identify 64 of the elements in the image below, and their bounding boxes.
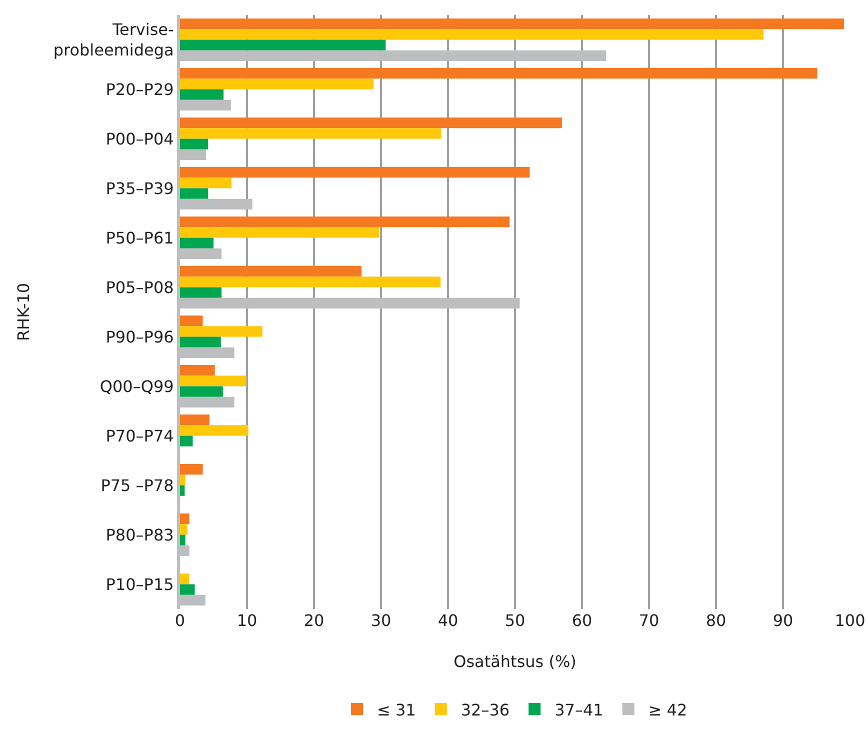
bar — [180, 524, 188, 535]
bar — [180, 534, 186, 546]
bar — [180, 276, 441, 288]
y-tick-label: P80–P83 — [106, 525, 174, 544]
bar — [180, 117, 562, 128]
x-tick-label: 30 — [370, 611, 392, 630]
y-tick-label: P90–P96 — [106, 327, 174, 346]
x-tick-label: 20 — [304, 611, 324, 630]
x-tick-label: 0 — [174, 611, 186, 630]
x-tick-label: 40 — [438, 611, 458, 630]
y-tick-label: Q00–Q99 — [100, 376, 174, 396]
y-tick-label: P70–P74 — [106, 426, 174, 446]
bar — [180, 266, 362, 277]
y-tick-label: P50–P61 — [106, 228, 174, 248]
bar — [180, 40, 386, 50]
bar — [180, 178, 232, 188]
bar — [180, 89, 224, 100]
x-tick-label: 60 — [572, 611, 592, 630]
bar — [180, 315, 203, 326]
bar — [180, 464, 203, 475]
legend-label: ≤ 31 — [377, 700, 416, 720]
y-tick-label: Tervise- probleemidega — [53, 20, 174, 60]
y-tick-label: P20–P29 — [106, 80, 174, 99]
bar — [180, 188, 208, 199]
y-tick-label: P35–P39 — [106, 178, 174, 198]
bar — [180, 376, 246, 386]
bar — [180, 574, 190, 584]
y-tick-label: P00–P04 — [106, 129, 174, 148]
bar — [180, 336, 221, 348]
x-tick-label: 80 — [706, 611, 726, 630]
bar — [180, 436, 193, 446]
legend-label: 37–41 — [554, 700, 604, 720]
bar — [180, 238, 214, 248]
bar — [180, 425, 248, 436]
bar — [180, 474, 186, 486]
bar — [180, 216, 510, 228]
bar — [180, 513, 190, 524]
x-tick-label: 90 — [772, 611, 794, 630]
legend-label: 32–36 — [460, 700, 510, 720]
x-tick-label: 70 — [638, 611, 660, 630]
bar — [180, 227, 379, 238]
y-tick-label: P05–P08 — [106, 278, 174, 297]
bar — [180, 287, 222, 298]
bar — [180, 78, 374, 90]
bar — [180, 128, 442, 139]
y-tick-label: P10–P15 — [106, 574, 174, 594]
bar — [180, 18, 844, 30]
bar — [180, 166, 530, 178]
bar — [180, 138, 208, 150]
bar — [180, 414, 210, 426]
bar — [180, 364, 215, 376]
bar — [180, 386, 223, 397]
y-tick-label: P75 –P78 — [100, 476, 174, 495]
bar — [180, 584, 195, 595]
bar — [180, 29, 764, 40]
bar — [180, 326, 262, 337]
legend-label: ≥ 42 — [648, 700, 688, 720]
bar — [180, 68, 818, 79]
x-axis-title: Osatähtsus (%) — [454, 652, 576, 671]
y-axis-title: RHK-10 — [14, 282, 34, 342]
x-tick-label: 50 — [504, 611, 526, 630]
x-tick-label: 10 — [236, 611, 258, 630]
x-tick-label: 100 — [834, 611, 866, 630]
bar — [180, 485, 185, 496]
